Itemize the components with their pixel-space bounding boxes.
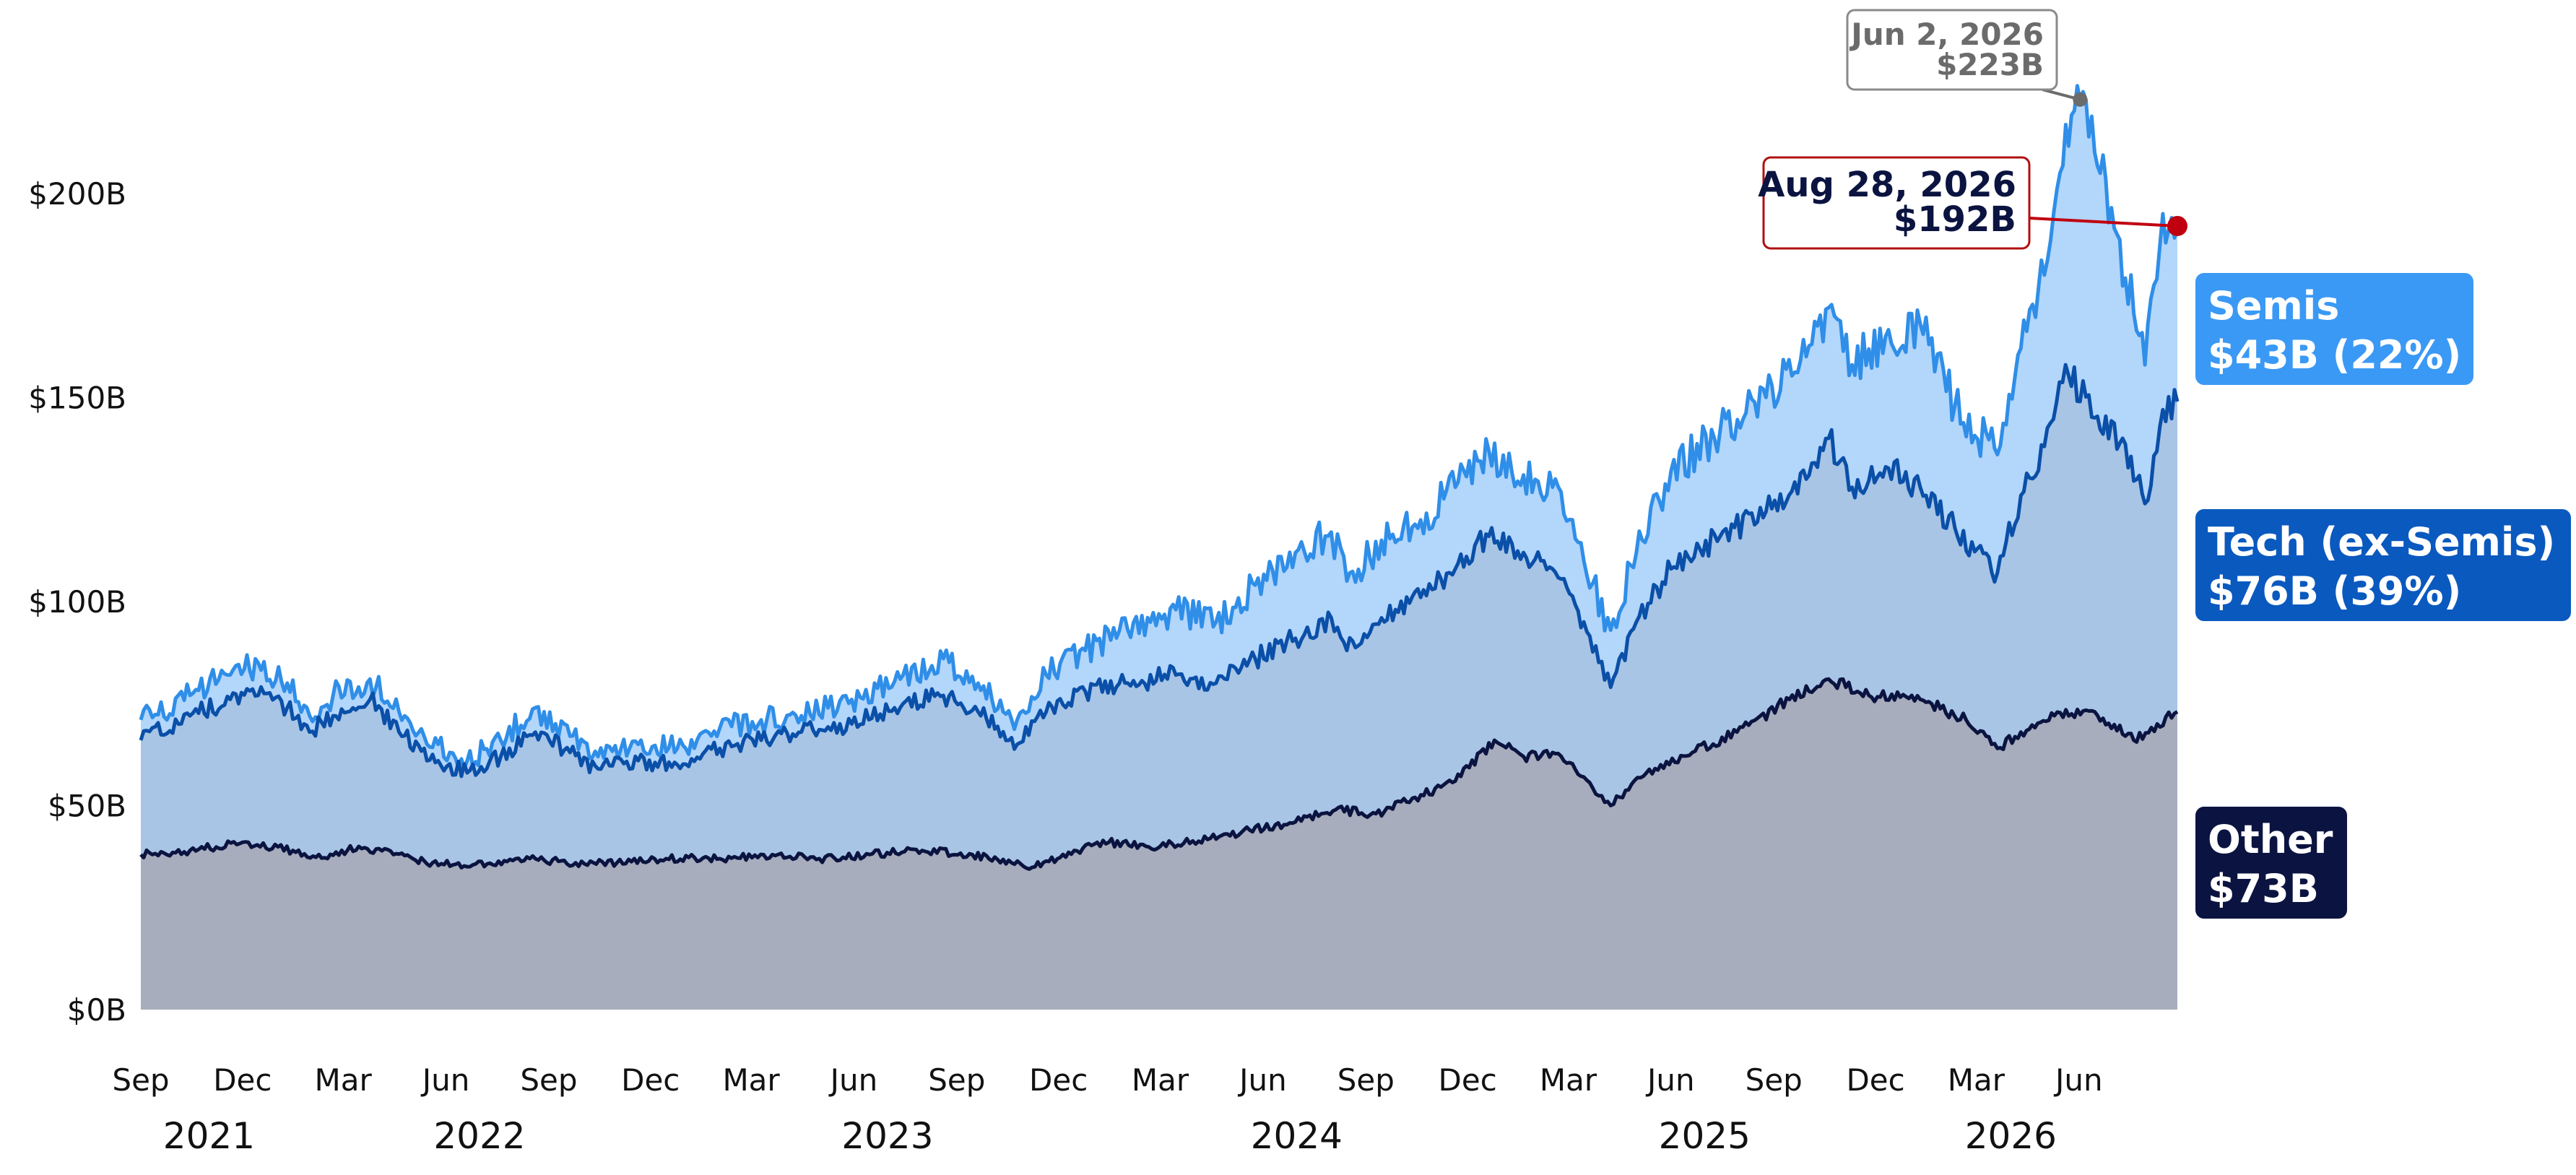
end-label-other: Other$73B xyxy=(2195,807,2347,919)
annotation-marker xyxy=(2073,92,2088,107)
annotation-box xyxy=(1762,156,2031,250)
annotation-marker xyxy=(2167,215,2187,236)
x-year-label: 2026 xyxy=(1965,1115,2057,1157)
annotation-value: $192B xyxy=(1894,199,2016,240)
areas-layer xyxy=(141,85,2177,1010)
end-label-badge xyxy=(2195,273,2473,385)
end-label-badge xyxy=(2195,509,2571,621)
x-tick-label: Sep xyxy=(928,1062,985,1098)
end-labels: Semis$43B (22%) Tech (ex-Semis)$76B (39%)… xyxy=(2195,273,2571,919)
end-label-badge xyxy=(2195,807,2347,919)
y-tick-label: $50B xyxy=(48,788,126,823)
end-label-name: Tech (ex-Semis) xyxy=(2208,519,2555,565)
line-other xyxy=(139,677,2179,871)
end-label-value: $73B xyxy=(2208,866,2319,911)
x-tick-label: Sep xyxy=(1745,1062,1803,1098)
x-axis: Sep Dec Mar Jun Sep Dec Mar Jun Sep Dec Mar Jun Sep D… xyxy=(112,1062,2102,1157)
y-tick-label: $150B xyxy=(28,380,126,415)
x-tick-label: Mar xyxy=(1540,1062,1597,1098)
annotation-date: Aug 28, 2026 xyxy=(1758,165,2016,205)
end-label-value: $76B (39%) xyxy=(2208,568,2461,614)
x-tick-label: Dec xyxy=(1846,1062,1904,1098)
y-axis: $0B $50B $100B $150B $200B xyxy=(28,176,126,1028)
x-tick-label: Dec xyxy=(621,1062,680,1098)
x-tick-label: Jun xyxy=(1237,1062,1287,1098)
end-label-tech: Tech (ex-Semis)$76B (39%) xyxy=(2195,509,2571,621)
end-label-name: Semis xyxy=(2208,283,2339,329)
x-tick-label: Jun xyxy=(420,1062,470,1098)
x-tick-label: Dec xyxy=(1029,1062,1088,1098)
x-year-label: 2024 xyxy=(1251,1115,1343,1157)
x-year-label: 2023 xyxy=(841,1115,933,1157)
x-tick-label: Mar xyxy=(1948,1062,2005,1098)
annotation-latest: Aug 28, 2026$192B xyxy=(1758,156,2187,250)
x-tick-label: Mar xyxy=(722,1062,780,1098)
x-tick-label: Sep xyxy=(112,1062,169,1098)
x-year-label: 2021 xyxy=(163,1115,255,1157)
lines-layer xyxy=(139,84,2180,871)
annotations: Jun 2, 2026$223B Aug 28, 2026$192B xyxy=(1758,9,2187,250)
annotation-date: Jun 2, 2026 xyxy=(1849,17,2044,52)
area-other xyxy=(141,679,2177,1010)
x-tick-label: Dec xyxy=(1439,1062,1497,1098)
x-tick-label: Mar xyxy=(1132,1062,1189,1098)
end-label-value: $43B (22%) xyxy=(2208,332,2461,378)
x-tick-label: Dec xyxy=(213,1062,272,1098)
x-tick-label: Mar xyxy=(315,1062,373,1098)
x-tick-label: Jun xyxy=(828,1062,878,1098)
end-label-name: Other xyxy=(2208,817,2333,862)
line-tech xyxy=(139,363,2180,779)
x-tick-label: Jun xyxy=(1645,1062,1695,1098)
y-tick-label: $0B xyxy=(67,992,126,1028)
annotation-peak: Jun 2, 2026$223B xyxy=(1846,9,2088,107)
x-tick-label: Sep xyxy=(520,1062,577,1098)
annotation-leader-line xyxy=(2029,217,2178,227)
x-tick-label: Jun xyxy=(2053,1062,2103,1098)
line-semis xyxy=(139,84,2180,771)
x-year-label: 2025 xyxy=(1659,1115,1751,1157)
y-tick-label: $200B xyxy=(28,176,126,212)
annotation-value: $223B xyxy=(1936,47,2044,82)
x-year-label: 2022 xyxy=(433,1115,525,1157)
x-tick-label: Sep xyxy=(1337,1062,1395,1098)
annotation-box xyxy=(1846,9,2058,91)
y-tick-label: $100B xyxy=(28,584,126,620)
end-label-semis: Semis$43B (22%) xyxy=(2195,273,2473,385)
